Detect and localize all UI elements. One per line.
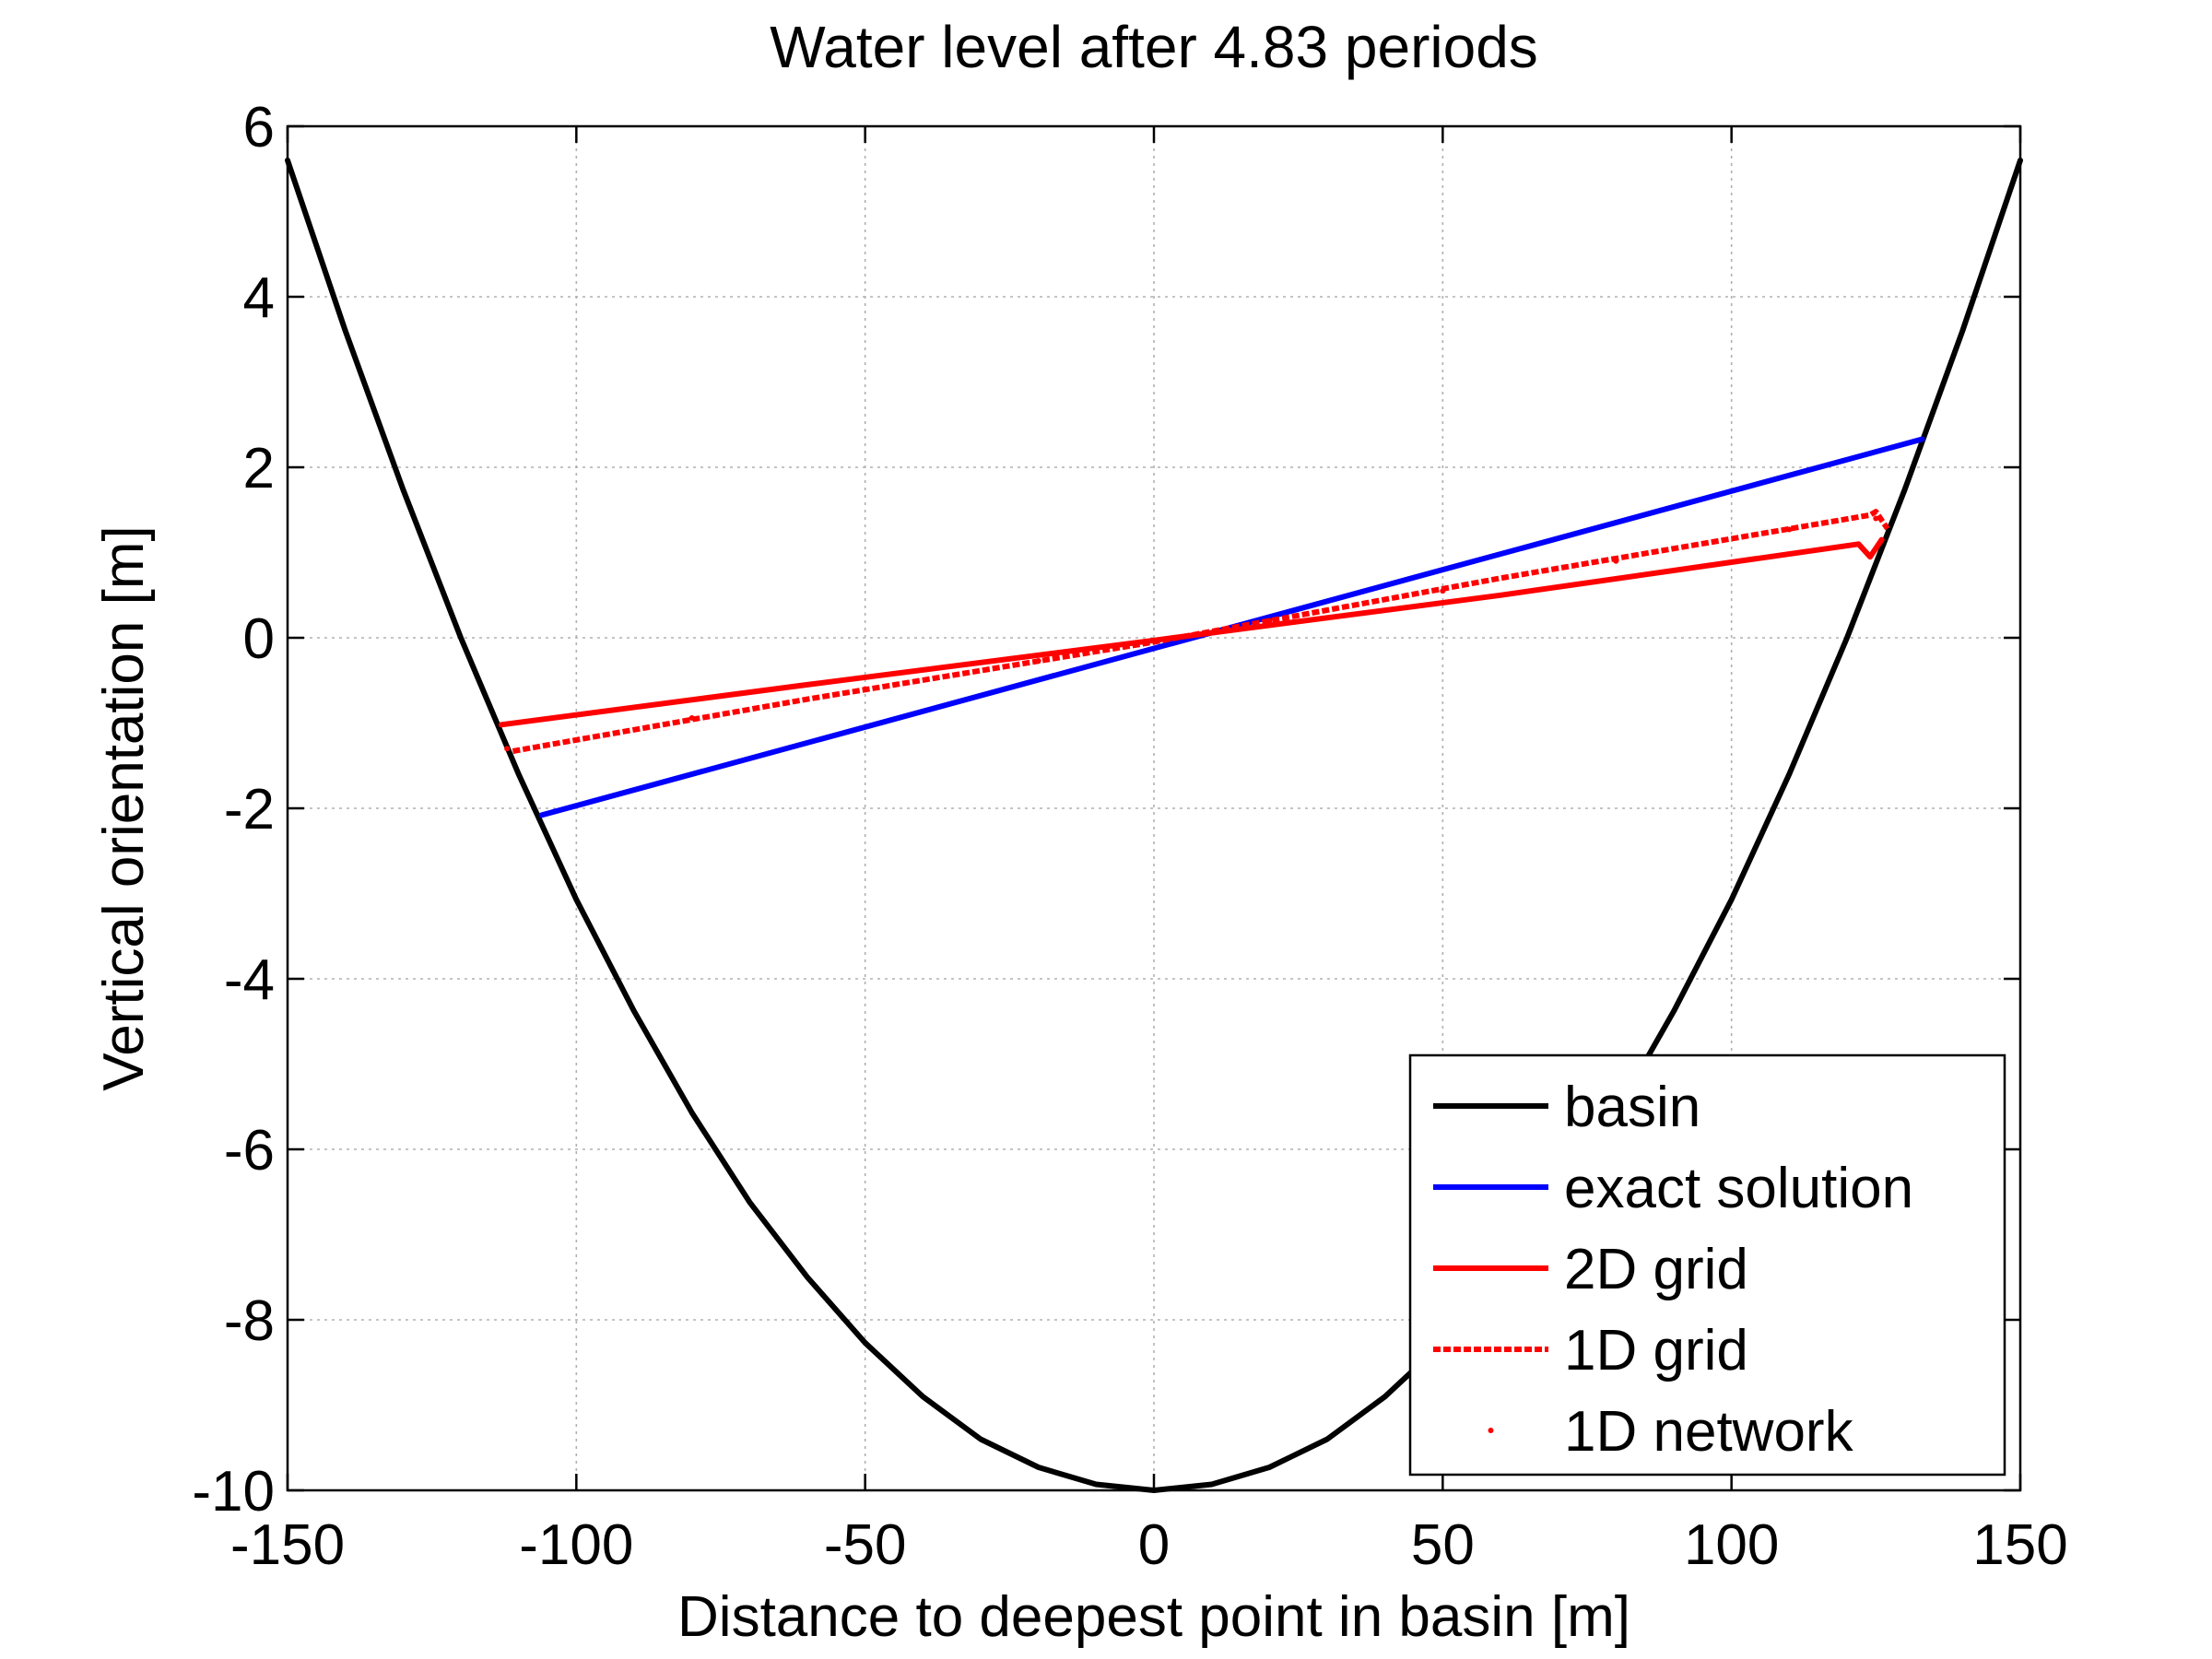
y-tick-label: 6 [243, 96, 275, 159]
1d-network-point [1873, 515, 1879, 522]
x-axis-label: Distance to deepest point in basin [m] [677, 1585, 1630, 1649]
legend-label-1d-grid: 1D grid [1564, 1319, 1748, 1382]
exact-solution-series-line [538, 436, 1925, 818]
x-tick-label: 50 [1411, 1513, 1475, 1577]
x-tick-label: -150 [230, 1513, 345, 1577]
y-axis-label: Vertical orientation [m] [92, 525, 156, 1090]
1d-network-point [862, 686, 868, 692]
chart-title: Water level after 4.83 periods [770, 14, 1538, 80]
1d-network-point [688, 714, 695, 721]
legend-label-exact-solution: exact solution [1564, 1157, 1913, 1220]
y-tick-label: -4 [224, 948, 275, 1012]
y-tick-label: -8 [224, 1289, 275, 1353]
2d-grid-series-line [498, 536, 1885, 728]
x-tick-label: 0 [1138, 1513, 1170, 1577]
y-tick-label: 2 [243, 437, 275, 500]
1d-network-point [1151, 638, 1157, 644]
y-tick-label: -6 [224, 1119, 275, 1182]
1d-grid-series-line [512, 509, 1890, 754]
1d-network-point [504, 746, 511, 752]
legend: basin exact solution 2D grid 1D grid 1D netw… [1408, 1053, 2006, 1477]
1d-network-point [1786, 526, 1793, 533]
y-tick-label: -2 [224, 778, 275, 841]
legend-label-basin: basin [1564, 1076, 1700, 1139]
y-tick-label: 4 [243, 266, 275, 330]
legend-label-2d-grid: 2D grid [1564, 1238, 1748, 1301]
x-tick-label: 100 [1684, 1513, 1779, 1577]
x-tick-label: -100 [519, 1513, 633, 1577]
1d-network-point [1613, 558, 1619, 564]
legend-box [1408, 1053, 2006, 1477]
x-tick-label: -50 [824, 1513, 907, 1577]
1d-network-point [1440, 588, 1446, 594]
y-tick-label: -10 [192, 1460, 275, 1524]
1d-network-point [1035, 657, 1041, 664]
y-tick-label: 0 [243, 607, 275, 671]
legend-label-1d-network: 1D network [1564, 1400, 1854, 1464]
legend-marker-1d-network [1488, 1428, 1494, 1433]
x-tick-label: 150 [1972, 1513, 2067, 1577]
axis-ticks: -150 -100 -50 0 50 100 150 -10 -8 -6 -4 -2 0 2 4 6 [192, 96, 2067, 1577]
legend-items: basin exact solution 2D grid 1D grid 1D netw… [1433, 1076, 1913, 1464]
1d-network-point [1266, 618, 1273, 624]
